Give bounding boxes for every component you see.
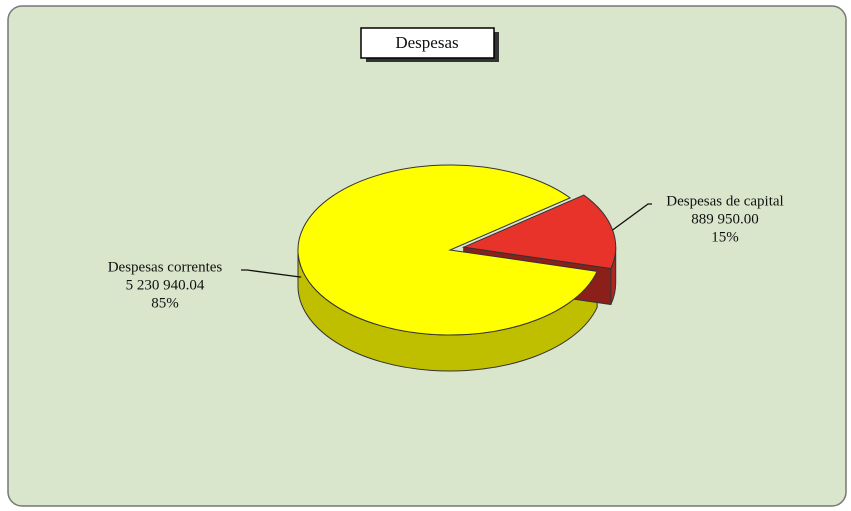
slice-label: Despesas de capital <box>666 193 783 209</box>
percent-label: 85% <box>151 295 179 311</box>
slice-label: Despesas correntes <box>108 259 223 275</box>
percent-label: 15% <box>711 229 739 245</box>
slice <box>297 164 598 336</box>
value-label: 5 230 940.04 <box>126 277 205 293</box>
value-label: 889 950.00 <box>691 211 759 227</box>
leader-line <box>241 269 302 278</box>
leader-line <box>612 203 652 231</box>
chart-title: Despesas <box>395 33 458 52</box>
title-box <box>360 27 495 59</box>
